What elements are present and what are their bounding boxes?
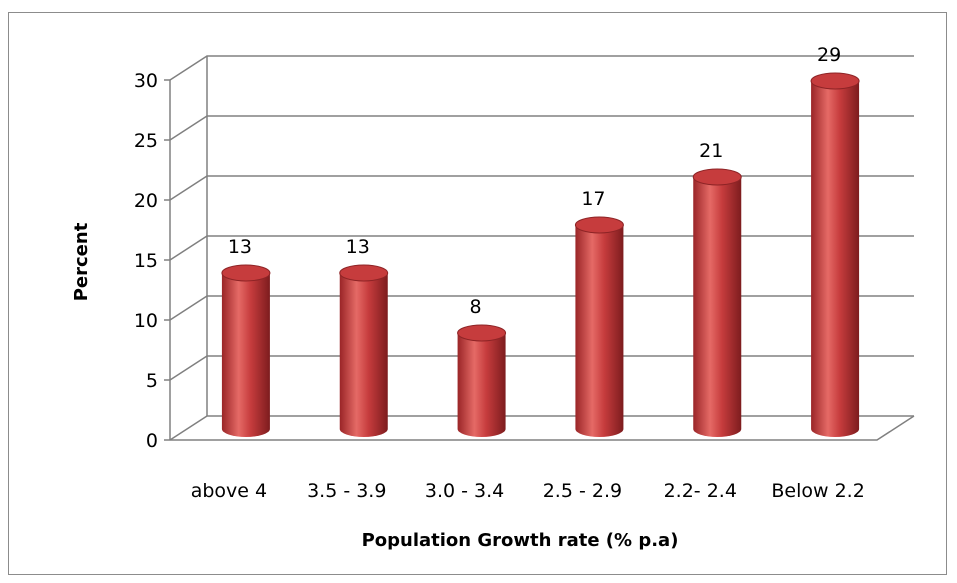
- chart-walls: [169, 56, 915, 441]
- bar: 13: [339, 236, 389, 437]
- y-tick-label: 5: [146, 370, 158, 392]
- gridlines: [169, 55, 914, 441]
- x-tick-label: 2.2- 2.4: [664, 480, 737, 502]
- data-label: 8: [470, 296, 482, 318]
- bar: 21: [692, 140, 742, 437]
- bar: 13: [221, 236, 271, 437]
- gridline: [169, 355, 914, 381]
- bar-top: [810, 72, 860, 90]
- bar-body: [693, 177, 742, 437]
- data-label: 13: [228, 236, 252, 258]
- bar: 8: [457, 296, 507, 437]
- bar-top: [692, 168, 742, 186]
- bar-body: [339, 273, 388, 437]
- y-axis-ticks: 0 5 10 15 20 25 30: [134, 70, 170, 452]
- x-tick-label: Below 2.2: [771, 480, 864, 502]
- gridline: [169, 55, 914, 81]
- y-tick-label: 30: [134, 70, 158, 92]
- bar-body: [811, 81, 860, 437]
- gridline: [169, 235, 914, 261]
- bar-top: [221, 264, 271, 282]
- y-tick-label: 10: [134, 310, 158, 332]
- y-axis-title: Percent: [71, 222, 92, 301]
- y-tick-label: 15: [134, 250, 158, 272]
- x-axis-ticks: above 4 3.5 - 3.9 3.0 - 3.4 2.5 - 2.9 2.2- 2…: [191, 480, 865, 502]
- y-tick-label: 0: [146, 430, 158, 452]
- x-tick-label: 3.0 - 3.4: [425, 480, 504, 502]
- floor-outline: [170, 415, 915, 441]
- bar-top: [574, 216, 624, 234]
- bar-top: [339, 264, 389, 282]
- x-axis-title: Population Growth rate (% p.a): [362, 530, 679, 551]
- bar-body: [457, 333, 506, 437]
- y-tick-label: 25: [134, 130, 158, 152]
- x-tick-label: 3.5 - 3.9: [307, 480, 386, 502]
- gridline: [169, 415, 914, 441]
- bar-body: [575, 225, 624, 437]
- gridline: [169, 295, 914, 321]
- data-label: 17: [581, 188, 605, 210]
- bar-top: [457, 324, 507, 342]
- bar: 29: [810, 44, 860, 437]
- chart-frame: [8, 12, 947, 575]
- y-tick-label: 20: [134, 190, 158, 212]
- bar-body: [221, 273, 270, 437]
- x-tick-label: above 4: [191, 480, 267, 502]
- x-tick-label: 2.5 - 2.9: [543, 480, 622, 502]
- gridline: [169, 175, 914, 201]
- gridline: [169, 115, 914, 141]
- bars: 13 13 8 17 21 29: [221, 44, 860, 437]
- data-label: 29: [817, 44, 841, 66]
- bar: 17: [574, 188, 624, 437]
- data-label: 21: [699, 140, 723, 162]
- data-label: 13: [346, 236, 370, 258]
